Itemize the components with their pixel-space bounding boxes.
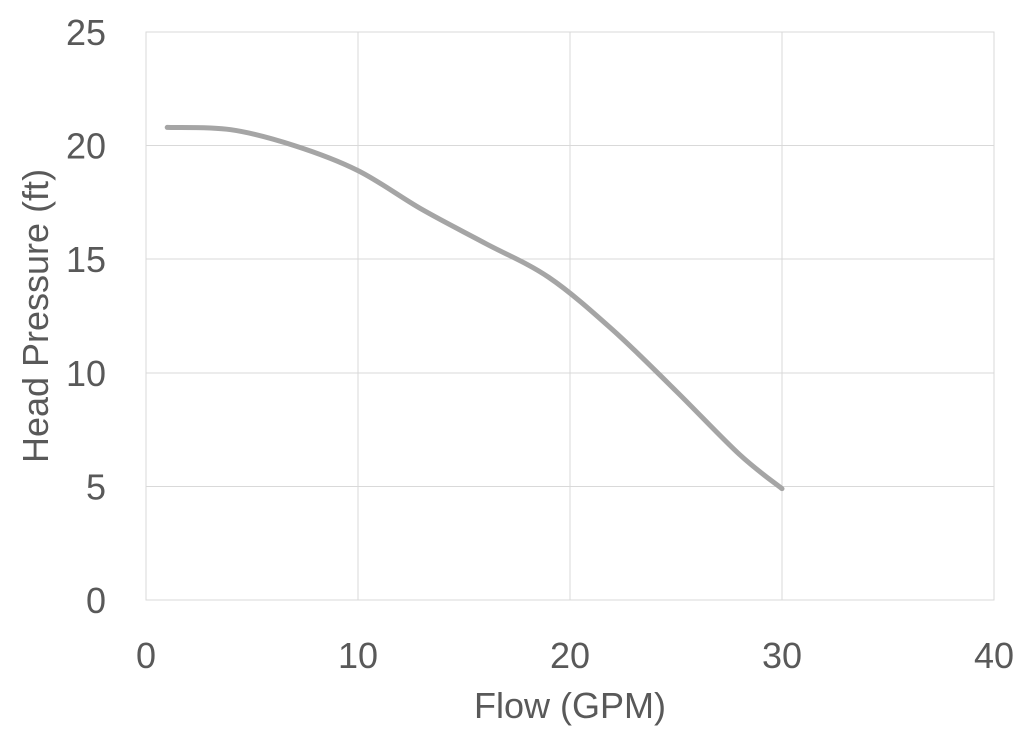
series-line: [164, 124, 785, 492]
gridlines: [145, 31, 995, 601]
x-tick-label: 10: [338, 635, 378, 676]
y-tick-label: 15: [66, 239, 106, 280]
y-axis-title: Head Pressure (ft): [15, 169, 56, 463]
series-layer: [164, 124, 785, 492]
x-tick-label: 20: [550, 635, 590, 676]
y-tick-label: 25: [66, 12, 106, 53]
y-tick-label: 0: [86, 580, 106, 621]
x-tick-label: 0: [136, 635, 156, 676]
x-tick-label: 40: [974, 635, 1014, 676]
y-tick-label: 5: [86, 466, 106, 507]
x-axis-tick-labels: 0 10 20 30 40: [136, 635, 1014, 676]
x-tick-label: 30: [762, 635, 802, 676]
x-axis-title: Flow (GPM): [474, 685, 666, 726]
y-tick-label: 20: [66, 126, 106, 167]
y-tick-label: 10: [66, 353, 106, 394]
y-axis-tick-labels: 0 5 10 15 20 25: [66, 12, 106, 621]
plot-area: [145, 31, 995, 601]
